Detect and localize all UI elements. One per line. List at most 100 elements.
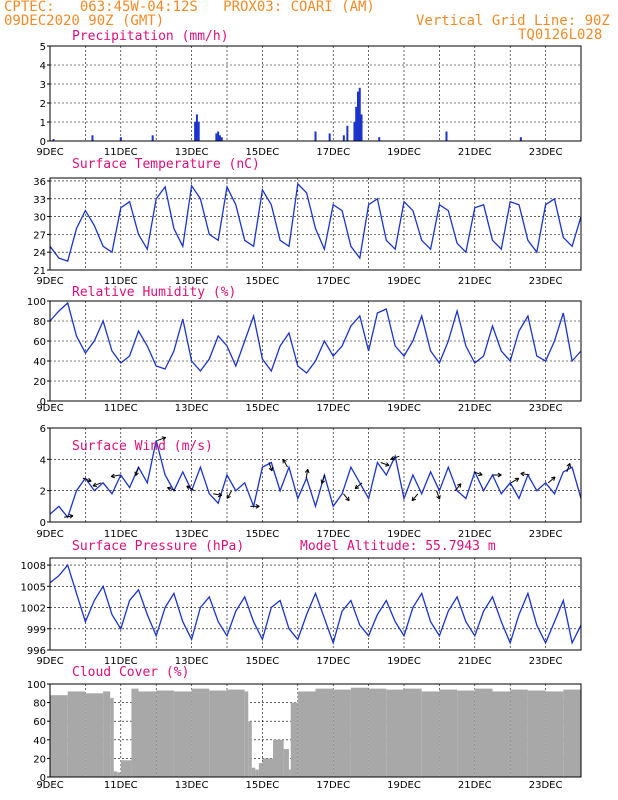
wind-arrow-head [92,482,97,488]
x-tick-label: 13DEC [175,276,209,287]
precip-bar [445,131,448,141]
x-tick-label: 17DEC [316,403,350,414]
cloud-bar [67,691,86,777]
wind-arrow [226,490,233,499]
x-tick-label: 23DEC [529,403,563,414]
panel-title: Cloud Cover (%) [72,665,189,680]
y-tick-label: 24 [33,248,46,259]
y-tick-label: 4 [40,61,46,72]
cloud-bar [156,690,174,777]
cloud-bar [255,769,259,777]
series-line [49,182,582,262]
cloud-bar [315,688,334,777]
x-tick-label: 9DEC [36,403,63,414]
y-tick-label: 996 [27,646,46,657]
panel-frame [49,300,582,402]
wind-arrow [167,487,177,492]
wind-arrow [520,472,530,476]
y-tick-label: 21 [33,266,46,277]
precip-bar [314,131,317,141]
cloud-bar [138,691,157,777]
x-tick-label: 19DEC [387,403,421,414]
x-tick-label: 21DEC [458,276,492,287]
x-tick-label: 17DEC [316,147,350,158]
y-tick-label: 1005 [21,582,46,593]
panel-frame [49,427,582,523]
wind-arrow [547,476,556,484]
y-tick-label: 0 [40,397,46,408]
y-tick-label: 100 [27,680,46,691]
cloud-bar [474,688,493,777]
wind-arrow [473,471,483,476]
wind-arrow-head [167,486,172,491]
panel-annotation: Model Altitude: 55.7943 m [300,539,496,554]
precip-bar [215,133,218,141]
x-tick-label: 21DEC [458,147,492,158]
wind-arrow-head [161,436,167,441]
cloud-bar [368,688,387,777]
y-tick-label: 20 [33,377,46,388]
x-tick-label: 19DEC [387,147,421,158]
cloud-bar [421,691,440,777]
x-tick-label: 21DEC [458,403,492,414]
x-tick-label: 17DEC [316,780,350,791]
cloud-bar [209,690,227,777]
precip-bar [356,91,359,141]
x-tick-label: 21DEC [458,529,492,540]
wind-arrow [354,482,363,490]
series-line [49,563,582,646]
y-tick-label: 6 [40,424,46,435]
cloud-bar [262,758,274,777]
panel-frame [49,177,582,271]
wind-arrow [510,477,520,484]
precip-bar [197,122,200,141]
wind-arrow [82,477,92,482]
x-tick-label: 17DEC [316,529,350,540]
cloud-bar [288,769,291,777]
cloud-bar [120,760,132,777]
x-tick-label: 23DEC [529,656,563,667]
panel-title: Surface Wind (m/s) [72,439,213,454]
x-tick-label: 15DEC [246,656,280,667]
y-tick-label: 60 [33,337,46,348]
wind-arrow-head [345,496,350,502]
wind-arrow [213,493,223,496]
wind-arrow [305,469,309,479]
x-tick-label: 19DEC [387,276,421,287]
wind-arrow [436,490,441,500]
cloud-bar [563,689,581,777]
precip-bar [119,137,122,141]
y-tick-label: 2 [40,487,46,498]
cloud-bar [510,689,528,777]
wind-arrow-head [255,503,260,509]
precip-bar [378,137,381,141]
cloud-bar [113,771,118,777]
cloud-bar [273,739,284,777]
x-tick-label: 23DEC [529,780,563,791]
wind-arrow [92,482,102,487]
y-tick-label: 36 [33,177,46,188]
y-tick-label: 40 [33,736,46,747]
cloud-bar [545,691,564,777]
cloud-bar [103,691,111,777]
x-tick-label: 19DEC [387,529,421,540]
wind-arrow-head [282,458,287,464]
wind-arrow [157,436,166,442]
header-run-date: 09DEC2020 90Z (GMT) [4,13,165,29]
cloud-bar [283,749,289,777]
cloud-bar [227,689,245,777]
x-tick-label: 15DEC [246,147,280,158]
x-tick-label: 11DEC [104,529,138,540]
precip-bar [360,114,363,141]
wind-arrow-head [390,455,395,461]
wind-arrow-head [304,468,310,474]
wind-arrow [64,515,74,518]
precip-bar [52,139,55,141]
precip-bar [218,135,221,141]
x-tick-label: 23DEC [529,147,563,158]
y-tick-label: 60 [33,717,46,728]
x-tick-label: 23DEC [529,276,563,287]
precip-bar [353,122,356,141]
x-tick-label: 17DEC [316,656,350,667]
